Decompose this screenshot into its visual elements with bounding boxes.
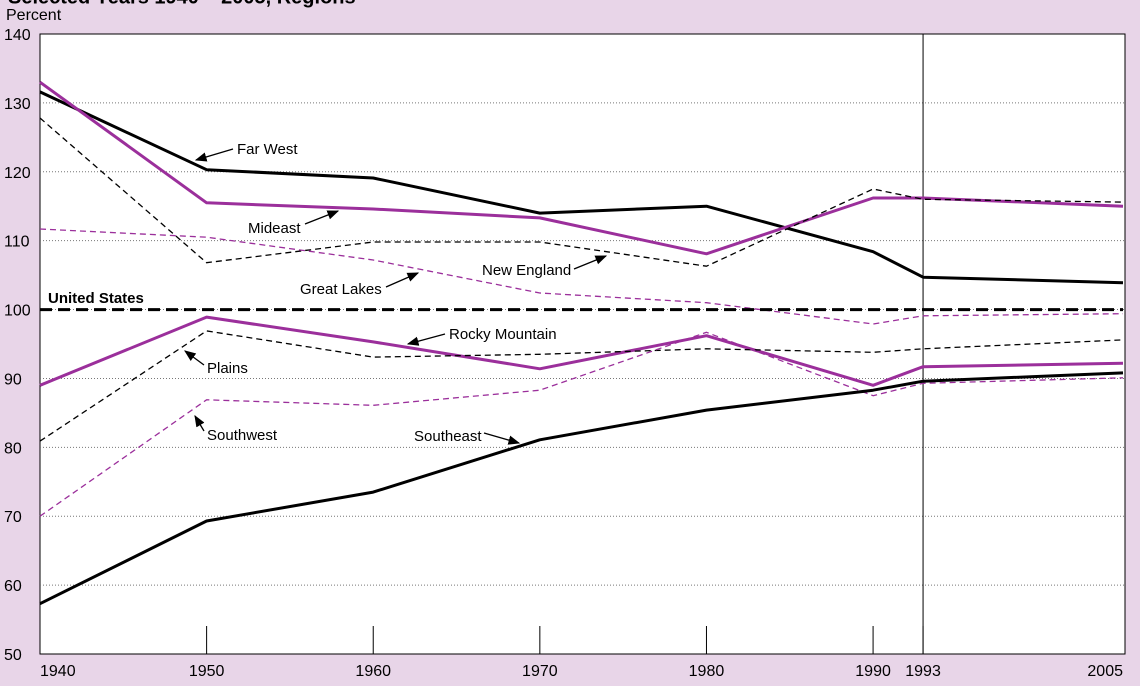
annotation-arrow bbox=[194, 414, 205, 432]
x-tick-label: 1980 bbox=[689, 663, 725, 680]
y-tick-label: 60 bbox=[4, 578, 22, 595]
series-label: Southeast bbox=[414, 428, 482, 445]
annotation-arrow bbox=[385, 272, 420, 288]
series-line bbox=[39, 331, 1124, 517]
series-label: Rocky Mountain bbox=[449, 326, 557, 343]
series-line bbox=[39, 228, 1124, 325]
chart-title: Selected Years 1940 – 2005, Regions bbox=[8, 0, 356, 8]
x-tick-label: 2005 bbox=[1087, 663, 1123, 680]
series-line bbox=[39, 371, 1124, 606]
series-label: Mideast bbox=[248, 220, 301, 237]
x-tick-label: 1970 bbox=[522, 663, 558, 680]
y-tick-label: 140 bbox=[4, 27, 31, 44]
x-tick-label: 1960 bbox=[355, 663, 391, 680]
series-label: United States bbox=[48, 290, 144, 307]
x-tick-label: 1993 bbox=[905, 663, 941, 680]
series-label: Far West bbox=[237, 141, 298, 158]
y-tick-label: 70 bbox=[4, 509, 22, 526]
y-tick-label: 110 bbox=[4, 234, 30, 251]
y-tick-label: 120 bbox=[4, 165, 31, 182]
y-tick-label: 80 bbox=[4, 440, 22, 457]
series-line bbox=[39, 80, 1124, 256]
y-tick-label: 90 bbox=[4, 371, 22, 388]
series-line bbox=[39, 330, 1124, 442]
annotation-arrow bbox=[184, 350, 205, 366]
series-line bbox=[39, 90, 1124, 285]
y-tick-label: 100 bbox=[4, 303, 31, 320]
series-label: Southwest bbox=[207, 427, 278, 444]
series-label: New England bbox=[482, 262, 571, 279]
series-label: Plains bbox=[207, 360, 248, 377]
annotation-arrow bbox=[406, 333, 446, 346]
series-label: Great Lakes bbox=[300, 281, 382, 298]
x-tick-label: 1990 bbox=[855, 663, 891, 680]
y-tick-label: 130 bbox=[4, 96, 31, 113]
y-tick-label: 50 bbox=[4, 647, 22, 664]
plot-area bbox=[39, 33, 1126, 655]
series-line bbox=[39, 315, 1124, 387]
x-tick-label: 1940 bbox=[40, 663, 76, 680]
annotation-arrow bbox=[194, 148, 234, 162]
annotation-arrow bbox=[573, 255, 608, 270]
annotation-arrow bbox=[304, 210, 340, 225]
annotation-arrow bbox=[483, 432, 521, 445]
y-axis-label: Percent bbox=[6, 7, 62, 24]
x-tick-label: 1950 bbox=[189, 663, 225, 680]
